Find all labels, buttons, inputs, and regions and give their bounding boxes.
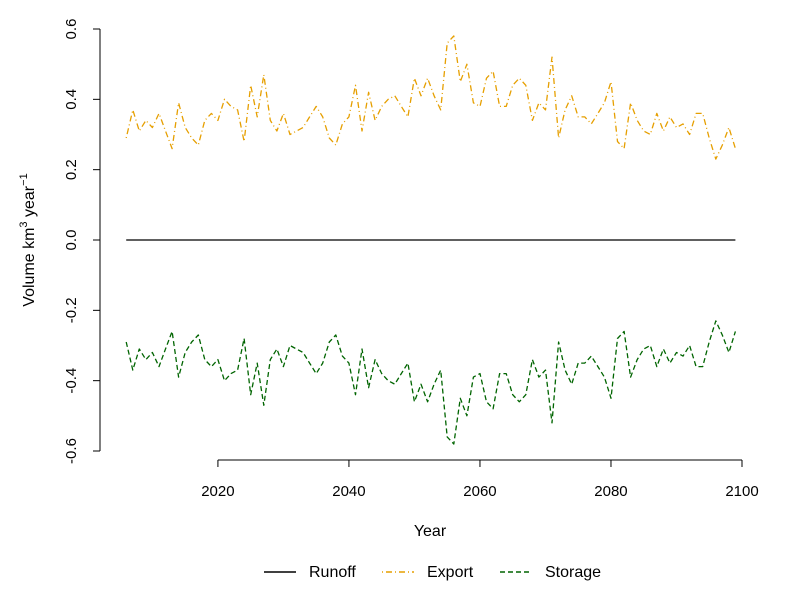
y-tick-label: 0.6 (63, 19, 80, 40)
legend: Runoff Export Storage (264, 564, 601, 581)
series-lines (125, 35, 737, 445)
y-axis: -0.6 -0.4 -0.2 0.0 0.2 0.4 0.6 (63, 19, 101, 464)
x-tick-label: 2040 (332, 483, 365, 500)
y-tick-label: 0.4 (63, 89, 80, 110)
series-line-storage (125, 320, 737, 445)
y-tick-label: 0.2 (63, 159, 80, 180)
y-tick-label: -0.4 (63, 368, 80, 394)
y-tick-label: -0.2 (63, 297, 80, 323)
y-tick-label: -0.6 (63, 438, 80, 464)
legend-label-export: Export (427, 564, 474, 581)
x-tick-label: 2020 (201, 483, 234, 500)
x-axis-label: Year (414, 523, 447, 540)
legend-label-storage: Storage (545, 564, 601, 581)
legend-label-runoff: Runoff (309, 564, 356, 581)
y-tick-label: 0.0 (63, 230, 80, 251)
series-line-export (125, 35, 737, 160)
x-tick-label: 2060 (463, 483, 496, 500)
x-tick-label: 2100 (725, 483, 758, 500)
x-axis: 2020 2040 2060 2080 2100 (201, 459, 759, 500)
y-axis-label: Volume km3 year−1 (18, 173, 38, 306)
x-tick-label: 2080 (594, 483, 627, 500)
